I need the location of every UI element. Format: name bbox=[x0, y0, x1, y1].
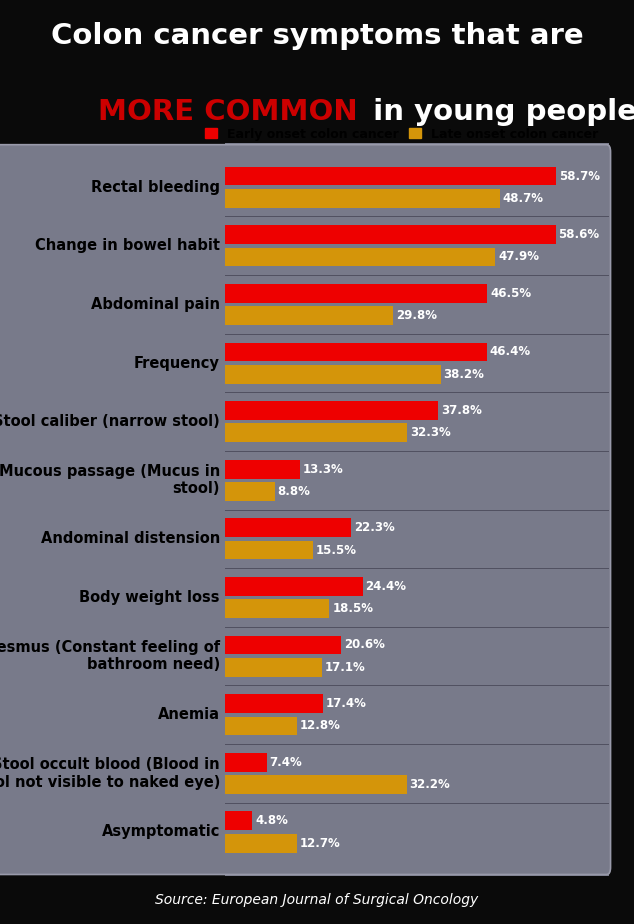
Text: 17.4%: 17.4% bbox=[326, 697, 367, 711]
Text: in young people: in young people bbox=[363, 98, 634, 126]
Bar bbox=[225, 811, 252, 831]
Text: 32.3%: 32.3% bbox=[410, 426, 451, 439]
Text: 12.7%: 12.7% bbox=[299, 836, 340, 850]
Text: Rectal bleeding: Rectal bleeding bbox=[91, 179, 220, 195]
Text: 15.5%: 15.5% bbox=[315, 543, 356, 556]
Text: 37.8%: 37.8% bbox=[441, 404, 482, 417]
Text: Andominal distension: Andominal distension bbox=[41, 531, 220, 546]
Text: 18.5%: 18.5% bbox=[332, 602, 373, 615]
Bar bbox=[225, 188, 500, 208]
Text: 58.7%: 58.7% bbox=[559, 169, 600, 183]
Text: 47.9%: 47.9% bbox=[498, 250, 539, 263]
Bar bbox=[225, 401, 438, 419]
Text: 38.2%: 38.2% bbox=[443, 368, 484, 381]
Text: Stool caliber (narrow stool): Stool caliber (narrow stool) bbox=[0, 414, 220, 429]
Bar bbox=[225, 716, 297, 736]
Text: 29.8%: 29.8% bbox=[396, 309, 437, 322]
Text: Colon cancer symptoms that are: Colon cancer symptoms that are bbox=[51, 22, 583, 50]
Text: Mucous passage (Mucus in
stool): Mucous passage (Mucus in stool) bbox=[0, 464, 220, 496]
Text: Body weight loss: Body weight loss bbox=[79, 590, 220, 605]
Text: 32.2%: 32.2% bbox=[410, 778, 450, 791]
Bar bbox=[225, 248, 495, 266]
Text: 12.8%: 12.8% bbox=[300, 720, 341, 733]
Text: 7.4%: 7.4% bbox=[269, 756, 302, 769]
Text: Change in bowel habit: Change in bowel habit bbox=[35, 238, 220, 253]
Bar bbox=[225, 753, 267, 772]
Text: Source: European Journal of Surgical Oncology: Source: European Journal of Surgical Onc… bbox=[155, 893, 479, 907]
Text: 24.4%: 24.4% bbox=[366, 580, 406, 593]
Bar bbox=[225, 225, 555, 244]
Text: 20.6%: 20.6% bbox=[344, 638, 385, 651]
Bar bbox=[225, 482, 275, 501]
Text: MORE COMMON: MORE COMMON bbox=[98, 98, 358, 126]
Text: 46.4%: 46.4% bbox=[489, 346, 531, 359]
Bar bbox=[225, 166, 556, 186]
Text: 17.1%: 17.1% bbox=[325, 661, 365, 674]
Text: 22.3%: 22.3% bbox=[354, 521, 394, 534]
Text: Abdominal pain: Abdominal pain bbox=[91, 297, 220, 312]
Bar bbox=[225, 365, 441, 383]
Legend: Early onset colon cancer, Late onset colon cancer: Early onset colon cancer, Late onset col… bbox=[201, 124, 602, 144]
Bar bbox=[225, 541, 313, 559]
Bar bbox=[225, 600, 330, 618]
Bar bbox=[225, 694, 323, 713]
Text: Anemia: Anemia bbox=[158, 707, 220, 723]
Text: 8.8%: 8.8% bbox=[278, 485, 311, 498]
Bar bbox=[225, 775, 406, 794]
Text: 4.8%: 4.8% bbox=[255, 814, 288, 827]
Bar bbox=[225, 306, 393, 325]
Bar bbox=[225, 343, 487, 361]
Text: Tenesmus (Constant feeling of
bathroom need): Tenesmus (Constant feeling of bathroom n… bbox=[0, 640, 220, 673]
Bar bbox=[225, 658, 321, 676]
Bar bbox=[225, 518, 351, 537]
Text: 48.7%: 48.7% bbox=[503, 192, 543, 205]
Text: Stool occult blood (Blood in
stool not visible to naked eye): Stool occult blood (Blood in stool not v… bbox=[0, 757, 220, 790]
Bar bbox=[225, 423, 407, 443]
Text: 46.5%: 46.5% bbox=[490, 286, 531, 299]
Bar bbox=[225, 636, 341, 654]
Bar bbox=[225, 833, 297, 853]
Text: Asymptomatic: Asymptomatic bbox=[101, 824, 220, 840]
FancyBboxPatch shape bbox=[0, 145, 611, 874]
Bar bbox=[225, 577, 363, 596]
Bar bbox=[225, 284, 488, 303]
Bar bbox=[225, 460, 300, 479]
Text: 58.6%: 58.6% bbox=[559, 228, 600, 241]
Text: Frequency: Frequency bbox=[134, 356, 220, 371]
Text: 13.3%: 13.3% bbox=[303, 463, 344, 476]
